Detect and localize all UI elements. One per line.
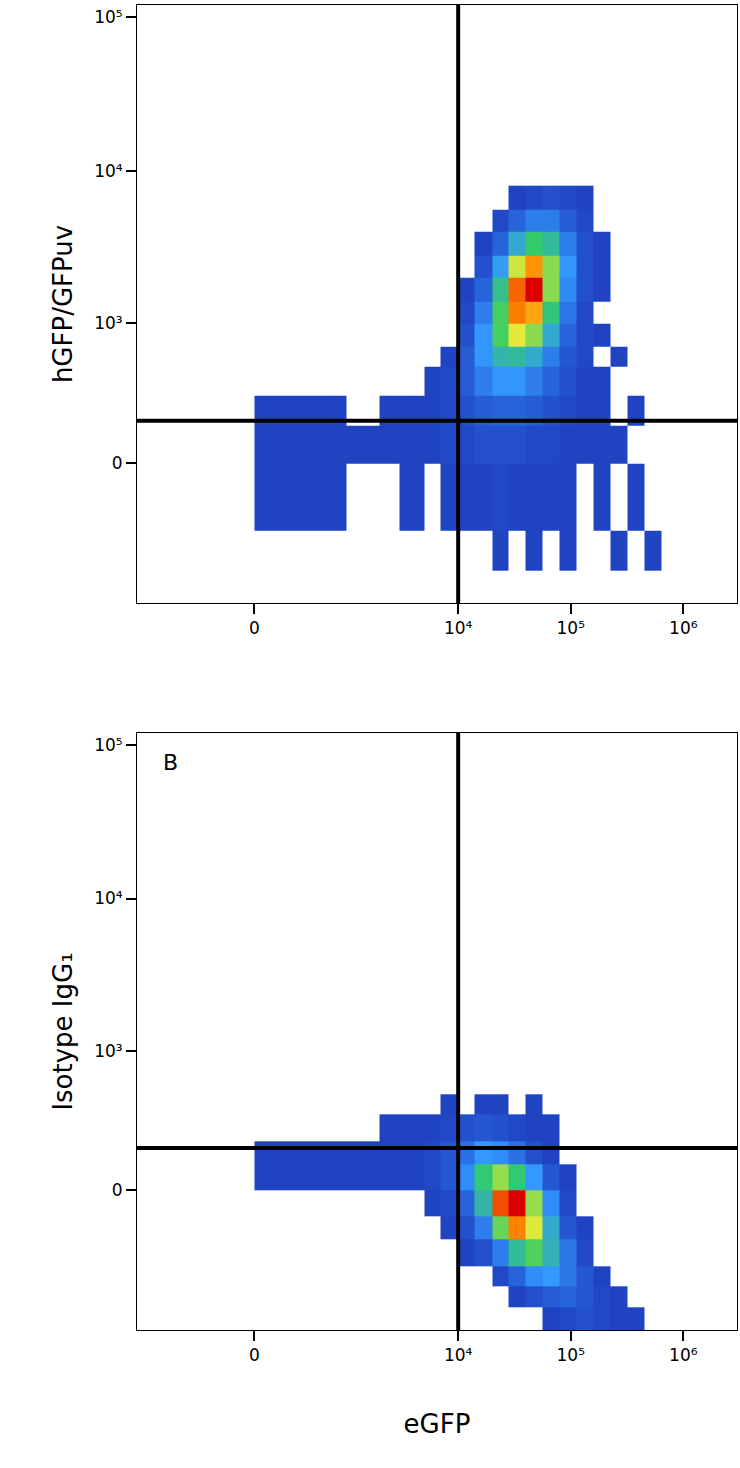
svg-text:10⁶: 10⁶	[669, 618, 698, 638]
svg-text:10⁶: 10⁶	[669, 1345, 698, 1365]
svg-text:B: B	[163, 750, 178, 775]
svg-text:10³: 10³	[94, 313, 122, 333]
svg-text:10⁵: 10⁵	[557, 1345, 585, 1365]
svg-text:eGFP: eGFP	[404, 1409, 471, 1439]
svg-text:10³: 10³	[94, 1041, 122, 1061]
svg-text:10⁴: 10⁴	[94, 161, 123, 181]
svg-text:0: 0	[249, 618, 260, 638]
svg-text:10⁴: 10⁴	[94, 888, 123, 908]
svg-text:hGFP/GFPuv: hGFP/GFPuv	[48, 225, 78, 383]
svg-text:Isotype IgG₁: Isotype IgG₁	[48, 952, 78, 1110]
svg-text:0: 0	[112, 1180, 123, 1200]
svg-text:10⁵: 10⁵	[94, 7, 122, 27]
svg-text:0: 0	[249, 1345, 260, 1365]
svg-text:10⁴: 10⁴	[444, 1345, 473, 1365]
svg-text:10⁵: 10⁵	[94, 735, 122, 755]
svg-text:0: 0	[112, 453, 123, 473]
svg-text:10⁴: 10⁴	[444, 618, 473, 638]
svg-text:10⁵: 10⁵	[557, 618, 585, 638]
